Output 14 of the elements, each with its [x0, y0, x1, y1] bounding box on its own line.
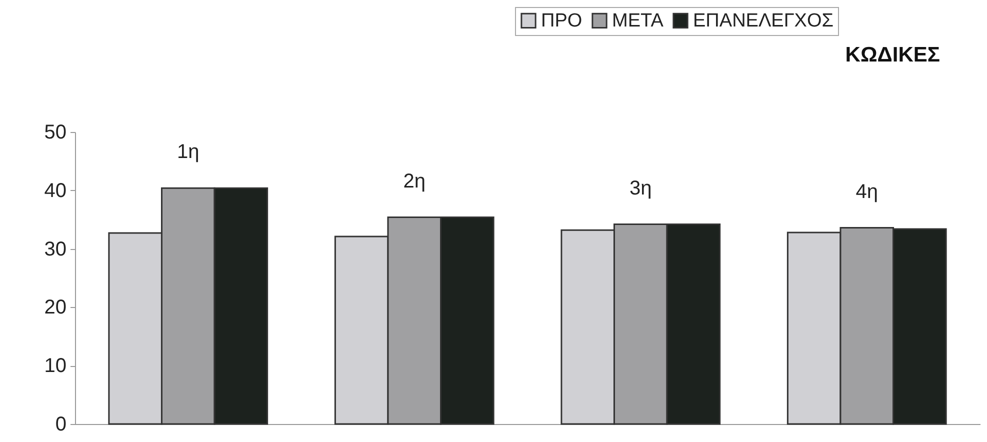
y-tick-label: 20	[44, 296, 66, 319]
legend-label: ΜΕΤΑ	[612, 10, 664, 32]
y-tick-label: 40	[44, 180, 66, 202]
chart-title: ΚΩΔΙΚΕΣ	[845, 44, 940, 66]
y-tick-label: 50	[44, 122, 66, 144]
y-tick-label: 0	[55, 414, 66, 436]
x-tick-label: 1η	[177, 141, 200, 164]
x-tick-label: 2η	[403, 170, 426, 192]
y-tick-label: 30	[44, 238, 66, 260]
x-tick-label: 4η	[856, 180, 878, 203]
x-tick-label: 3η	[630, 177, 652, 200]
legend-label: ΕΠΑΝΕΛΕΓΧΟΣ	[693, 10, 834, 32]
y-tick-label: 10	[44, 355, 66, 378]
legend-label: ΠΡΟ	[541, 10, 582, 32]
